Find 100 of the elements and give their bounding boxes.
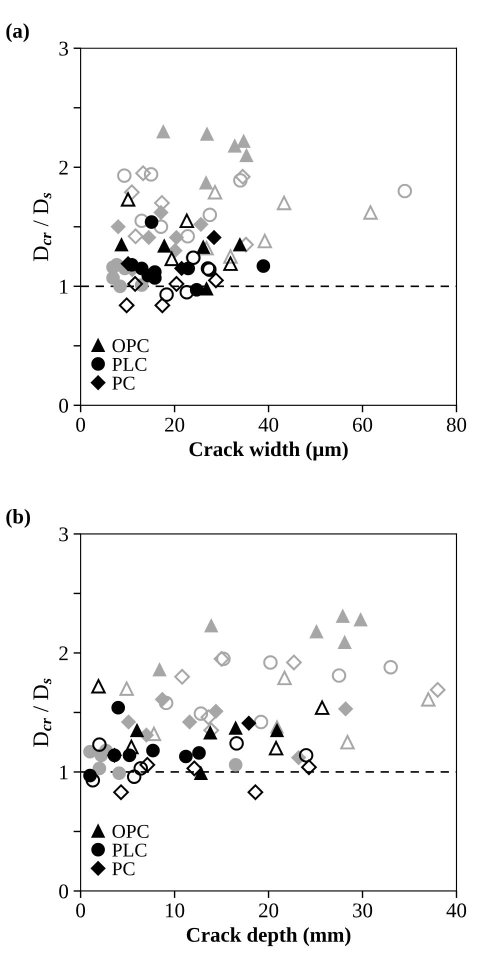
point (199, 176, 213, 190)
x-tick-label: 30 (353, 903, 372, 918)
point (223, 249, 238, 264)
point (117, 168, 132, 183)
point (154, 205, 168, 220)
point (192, 746, 206, 760)
point (276, 196, 292, 210)
point (263, 655, 278, 670)
x-tick-label: 20 (165, 418, 184, 432)
point (113, 784, 129, 800)
x-axis-title: Crack depth (mm) (186, 927, 350, 946)
point (157, 239, 172, 253)
point (200, 282, 214, 296)
point (268, 740, 284, 756)
legend-label: PLC (112, 844, 146, 857)
point (277, 670, 292, 686)
point (200, 709, 216, 726)
point (158, 696, 174, 710)
point (144, 167, 158, 182)
legend-label: OPC (112, 824, 148, 838)
point (298, 748, 314, 763)
point (134, 214, 149, 228)
y-axis-title: D$_{cr}$ / D$_{s}$ (33, 192, 52, 262)
point (127, 276, 143, 292)
y-tick-label: 0 (59, 884, 68, 898)
point (164, 252, 179, 266)
point (258, 234, 272, 248)
point (124, 740, 139, 754)
point (186, 760, 202, 776)
point (182, 714, 198, 730)
point (194, 766, 208, 780)
y-tick-label: 1 (60, 765, 68, 780)
point (223, 256, 238, 271)
point (340, 734, 355, 750)
point (208, 272, 224, 288)
point (234, 168, 251, 185)
point (141, 230, 156, 245)
point (156, 124, 170, 138)
point (179, 750, 193, 764)
x-tick-label: 40 (446, 903, 466, 918)
point (118, 297, 135, 314)
point (126, 770, 142, 784)
point (92, 737, 107, 752)
point (338, 635, 352, 650)
point (204, 618, 218, 632)
x-tick-label: 0 (76, 418, 86, 432)
point (310, 624, 324, 638)
point (421, 692, 436, 707)
y-tick-label: 1 (60, 280, 68, 294)
point (86, 773, 100, 788)
point (154, 692, 170, 707)
point (92, 762, 106, 776)
chart-title: (b) (6, 508, 30, 528)
y-tick-label: 3 (59, 527, 68, 542)
point (206, 230, 222, 245)
point (168, 276, 184, 292)
point (122, 748, 136, 762)
legend-label: PLC (112, 358, 146, 371)
point (134, 761, 148, 776)
legend-label: PC (112, 862, 134, 876)
point (336, 609, 350, 623)
point (314, 700, 330, 715)
point (146, 744, 160, 758)
point (398, 184, 412, 198)
y-axis-title: D$_{cr}$ / D$_{s}$ (33, 678, 52, 747)
point (111, 700, 126, 715)
point (200, 127, 214, 141)
point (124, 184, 140, 200)
point (363, 205, 378, 220)
point (130, 724, 144, 738)
point (154, 297, 170, 314)
point (190, 283, 204, 297)
y-tick-label: 2 (59, 160, 68, 174)
point (193, 216, 208, 232)
point (180, 229, 195, 244)
point (120, 192, 136, 207)
x-tick-label: 20 (259, 903, 278, 918)
point (139, 756, 156, 773)
point (174, 668, 190, 685)
point (135, 165, 151, 182)
point (83, 768, 97, 782)
chart-title: (a) (6, 23, 29, 42)
point (236, 134, 250, 148)
point (180, 214, 194, 228)
point (199, 240, 214, 256)
point (301, 759, 317, 776)
point (208, 704, 224, 719)
point (286, 654, 302, 670)
point (354, 612, 368, 626)
point (228, 721, 242, 735)
point (240, 148, 254, 162)
point (194, 706, 208, 721)
point (233, 173, 248, 188)
legend-label: OPC (112, 339, 148, 352)
point (128, 228, 144, 244)
point (256, 259, 270, 273)
x-tick-label: 80 (446, 418, 466, 432)
point (196, 240, 210, 254)
point (169, 230, 184, 245)
point (113, 279, 127, 294)
